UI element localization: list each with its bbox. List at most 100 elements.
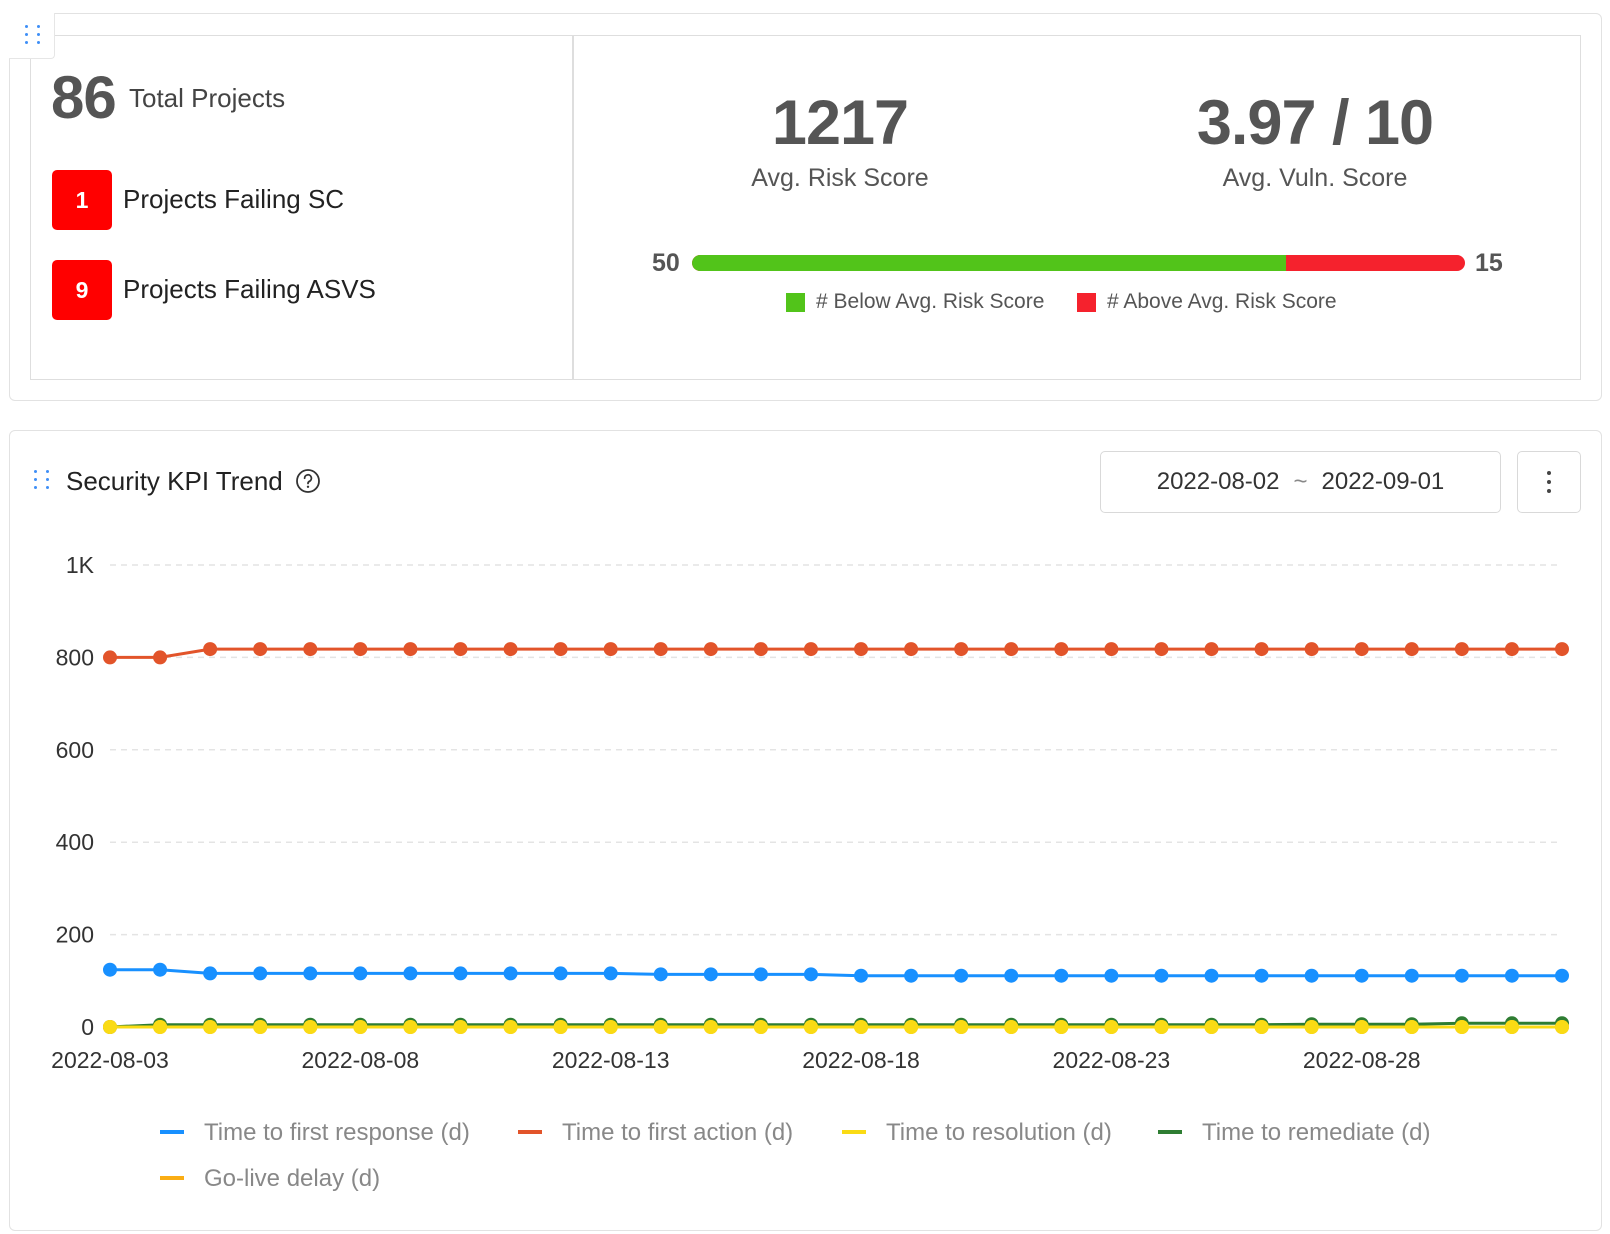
data-point: [753, 642, 768, 657]
legend-label: Time to resolution (d): [886, 1119, 1112, 1146]
data-point: [1204, 968, 1219, 983]
data-point: [1555, 968, 1569, 983]
risk-distribution-bar: [692, 255, 1465, 271]
date-range-start[interactable]: 2022-08-02: [1156, 468, 1280, 495]
data-point: [153, 650, 168, 665]
data-point: [1054, 642, 1069, 657]
legend-above-avg: # Above Avg. Risk Score: [1077, 290, 1337, 314]
data-point: [703, 967, 718, 982]
data-point: [553, 966, 568, 981]
data-point: [103, 650, 117, 665]
data-point: [303, 966, 318, 981]
data-point: [553, 1020, 568, 1034]
data-point: [954, 968, 969, 983]
data-point: [653, 642, 668, 657]
data-point: [103, 1020, 117, 1034]
data-point: [753, 1020, 768, 1034]
data-point: [403, 966, 418, 981]
data-point: [803, 642, 818, 657]
data-point: [1354, 1020, 1369, 1034]
y-tick-label: 0: [81, 1014, 94, 1040]
legend-below-avg: # Below Avg. Risk Score: [786, 290, 1044, 314]
failing-sc-label: Projects Failing SC: [123, 184, 345, 214]
data-point: [1555, 642, 1569, 657]
x-tick-label: 2022-08-18: [802, 1047, 920, 1073]
data-point: [803, 967, 818, 982]
legend-label: Time to first action (d): [562, 1119, 793, 1146]
data-point: [503, 966, 518, 981]
avg-vuln-score-label: Avg. Vuln. Score: [1222, 164, 1408, 192]
data-point: [153, 1020, 168, 1034]
data-point: [503, 1020, 518, 1034]
data-point: [1054, 968, 1069, 983]
legend-label: Time to remediate (d): [1202, 1119, 1431, 1146]
data-point: [1454, 642, 1469, 657]
data-point: [603, 642, 618, 657]
data-point: [1504, 968, 1519, 983]
data-point: [603, 1020, 618, 1034]
data-point: [203, 966, 218, 981]
data-point: [904, 968, 919, 983]
more-vertical-icon: [1547, 471, 1551, 493]
summary-frame: [30, 35, 1581, 380]
total-projects-value: 86: [51, 64, 117, 131]
data-point: [1104, 642, 1119, 657]
date-range-end[interactable]: 2022-09-01: [1321, 468, 1445, 495]
x-tick-label: 2022-08-23: [1053, 1047, 1171, 1073]
data-point: [1304, 1020, 1319, 1034]
data-point: [904, 1020, 919, 1034]
date-range-picker[interactable]: 2022-08-02 ~ 2022-09-01: [1100, 451, 1501, 513]
data-point: [854, 968, 869, 983]
data-point: [753, 967, 768, 982]
y-tick-label: 1K: [66, 552, 95, 578]
data-point: [703, 642, 718, 657]
data-point: [203, 642, 218, 657]
kpi-drag-handle-icon[interactable]: [34, 470, 54, 496]
data-point: [653, 1020, 668, 1034]
data-point: [1304, 642, 1319, 657]
help-circle-icon[interactable]: [295, 468, 321, 494]
data-point: [653, 967, 668, 982]
total-projects-label: Total Projects: [129, 83, 286, 113]
data-point: [403, 1020, 418, 1034]
avg-vuln-score-value: 3.97 / 10: [1196, 88, 1434, 158]
data-point: [1104, 968, 1119, 983]
legend-label: Time to first response (d): [204, 1119, 470, 1146]
data-point: [703, 1020, 718, 1034]
above-avg-count: 15: [1475, 249, 1503, 277]
data-point: [1104, 1020, 1119, 1034]
avg-risk-score-value: 1217: [771, 88, 909, 158]
x-tick-label: 2022-08-13: [552, 1047, 670, 1073]
legend-label: Go-live delay (d): [204, 1165, 380, 1192]
data-point: [1204, 642, 1219, 657]
data-point: [603, 966, 618, 981]
data-point: [1254, 642, 1269, 657]
data-point: [453, 642, 468, 657]
data-point: [103, 962, 117, 977]
failing-asvs-badge[interactable]: 9: [52, 260, 112, 320]
series-line: [110, 647, 1562, 659]
data-point: [353, 1020, 368, 1034]
series-line: [109, 1021, 1562, 1029]
legend-above-avg-label: # Above Avg. Risk Score: [1107, 290, 1337, 313]
data-point: [1004, 642, 1019, 657]
series-line: [110, 968, 1562, 978]
data-point: [1154, 1020, 1169, 1034]
data-point: [1504, 642, 1519, 657]
data-point: [1054, 1020, 1069, 1034]
data-point: [503, 642, 518, 657]
drag-handle-icon[interactable]: [9, 13, 55, 59]
data-point: [1404, 968, 1419, 983]
data-point: [1254, 1020, 1269, 1034]
data-point: [353, 966, 368, 981]
y-tick-label: 400: [56, 829, 94, 855]
data-point: [453, 966, 468, 981]
data-point: [1004, 968, 1019, 983]
more-options-button[interactable]: [1517, 451, 1581, 513]
data-point: [854, 642, 869, 657]
data-point: [1404, 642, 1419, 657]
failing-sc-badge[interactable]: 1: [52, 170, 112, 230]
x-tick-label: 2022-08-03: [51, 1047, 169, 1073]
x-tick-label: 2022-08-28: [1303, 1047, 1421, 1073]
